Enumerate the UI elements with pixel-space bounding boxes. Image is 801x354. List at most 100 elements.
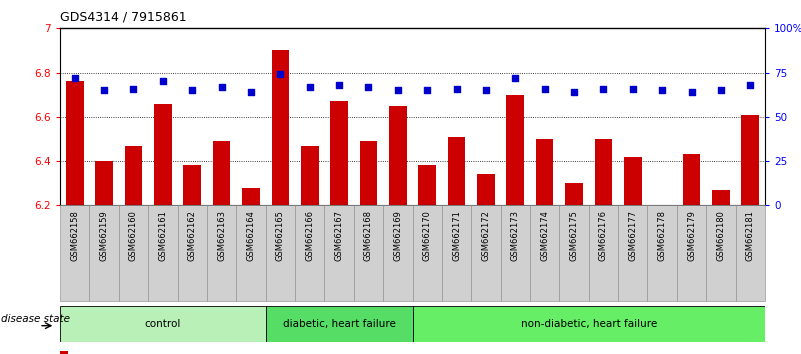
Bar: [242, 188, 260, 205]
Point: [215, 84, 228, 90]
Text: GSM662164: GSM662164: [247, 210, 256, 261]
Bar: [90, 205, 119, 301]
Point: [568, 89, 581, 95]
Bar: [477, 175, 495, 205]
Point: [538, 86, 551, 91]
Bar: [706, 205, 735, 301]
Bar: [471, 205, 501, 301]
Bar: [735, 205, 765, 301]
Text: non-diabetic, heart failure: non-diabetic, heart failure: [521, 319, 657, 329]
Bar: [647, 205, 677, 301]
Bar: [389, 106, 407, 205]
Bar: [413, 306, 765, 342]
Point: [509, 75, 521, 81]
Bar: [712, 190, 730, 205]
Bar: [301, 145, 319, 205]
Text: GSM662167: GSM662167: [335, 210, 344, 261]
Bar: [266, 205, 295, 301]
Bar: [383, 205, 413, 301]
Text: GSM662175: GSM662175: [570, 210, 578, 261]
Bar: [207, 205, 236, 301]
Text: GSM662179: GSM662179: [687, 210, 696, 261]
Text: GSM662170: GSM662170: [423, 210, 432, 261]
Bar: [594, 139, 612, 205]
Bar: [442, 205, 471, 301]
Text: GSM662158: GSM662158: [70, 210, 79, 261]
Bar: [448, 137, 465, 205]
Bar: [183, 166, 201, 205]
Bar: [624, 156, 642, 205]
Point: [656, 87, 669, 93]
Bar: [354, 205, 383, 301]
Bar: [154, 103, 171, 205]
Text: GSM662181: GSM662181: [746, 210, 755, 261]
Text: GSM662172: GSM662172: [481, 210, 490, 261]
Text: GSM662168: GSM662168: [364, 210, 373, 261]
Bar: [559, 205, 589, 301]
Point: [392, 87, 405, 93]
Bar: [119, 205, 148, 301]
Bar: [148, 205, 178, 301]
Bar: [589, 205, 618, 301]
Point: [685, 89, 698, 95]
Text: GDS4314 / 7915861: GDS4314 / 7915861: [60, 11, 187, 24]
Point: [244, 89, 257, 95]
Text: GSM662165: GSM662165: [276, 210, 285, 261]
Bar: [618, 205, 647, 301]
Text: GSM662177: GSM662177: [628, 210, 638, 261]
Text: GSM662161: GSM662161: [159, 210, 167, 261]
Bar: [360, 141, 377, 205]
Bar: [501, 205, 530, 301]
Point: [332, 82, 345, 88]
Bar: [295, 205, 324, 301]
Point: [421, 87, 433, 93]
Text: GSM662171: GSM662171: [452, 210, 461, 261]
Point: [626, 86, 639, 91]
Bar: [60, 306, 266, 342]
Bar: [506, 95, 524, 205]
Bar: [418, 166, 436, 205]
Point: [714, 87, 727, 93]
Point: [597, 86, 610, 91]
Text: GSM662180: GSM662180: [716, 210, 726, 261]
Point: [98, 87, 111, 93]
Point: [304, 84, 316, 90]
Bar: [236, 205, 266, 301]
Point: [480, 87, 493, 93]
Text: diabetic, heart failure: diabetic, heart failure: [283, 319, 396, 329]
Point: [127, 86, 140, 91]
Text: GSM662163: GSM662163: [217, 210, 226, 261]
Bar: [66, 81, 83, 205]
Bar: [324, 205, 354, 301]
Text: GSM662178: GSM662178: [658, 210, 666, 261]
Text: GSM662169: GSM662169: [393, 210, 402, 261]
Text: control: control: [145, 319, 181, 329]
Text: GSM662160: GSM662160: [129, 210, 138, 261]
Bar: [330, 101, 348, 205]
Point: [156, 79, 169, 84]
Bar: [536, 139, 553, 205]
Bar: [682, 154, 700, 205]
Bar: [60, 351, 68, 354]
Bar: [272, 50, 289, 205]
Text: GSM662174: GSM662174: [540, 210, 549, 261]
Point: [68, 75, 81, 81]
Text: GSM662166: GSM662166: [305, 210, 314, 261]
Point: [274, 72, 287, 77]
Bar: [677, 205, 706, 301]
Bar: [178, 205, 207, 301]
Text: GSM662173: GSM662173: [511, 210, 520, 261]
Bar: [125, 145, 143, 205]
Text: GSM662159: GSM662159: [99, 210, 109, 261]
Bar: [742, 115, 759, 205]
Point: [450, 86, 463, 91]
Point: [186, 87, 199, 93]
Text: disease state: disease state: [2, 314, 70, 324]
Point: [362, 84, 375, 90]
Bar: [213, 141, 231, 205]
Bar: [413, 205, 442, 301]
Bar: [266, 306, 413, 342]
Text: GSM662176: GSM662176: [599, 210, 608, 261]
Bar: [95, 161, 113, 205]
Text: GSM662162: GSM662162: [187, 210, 197, 261]
